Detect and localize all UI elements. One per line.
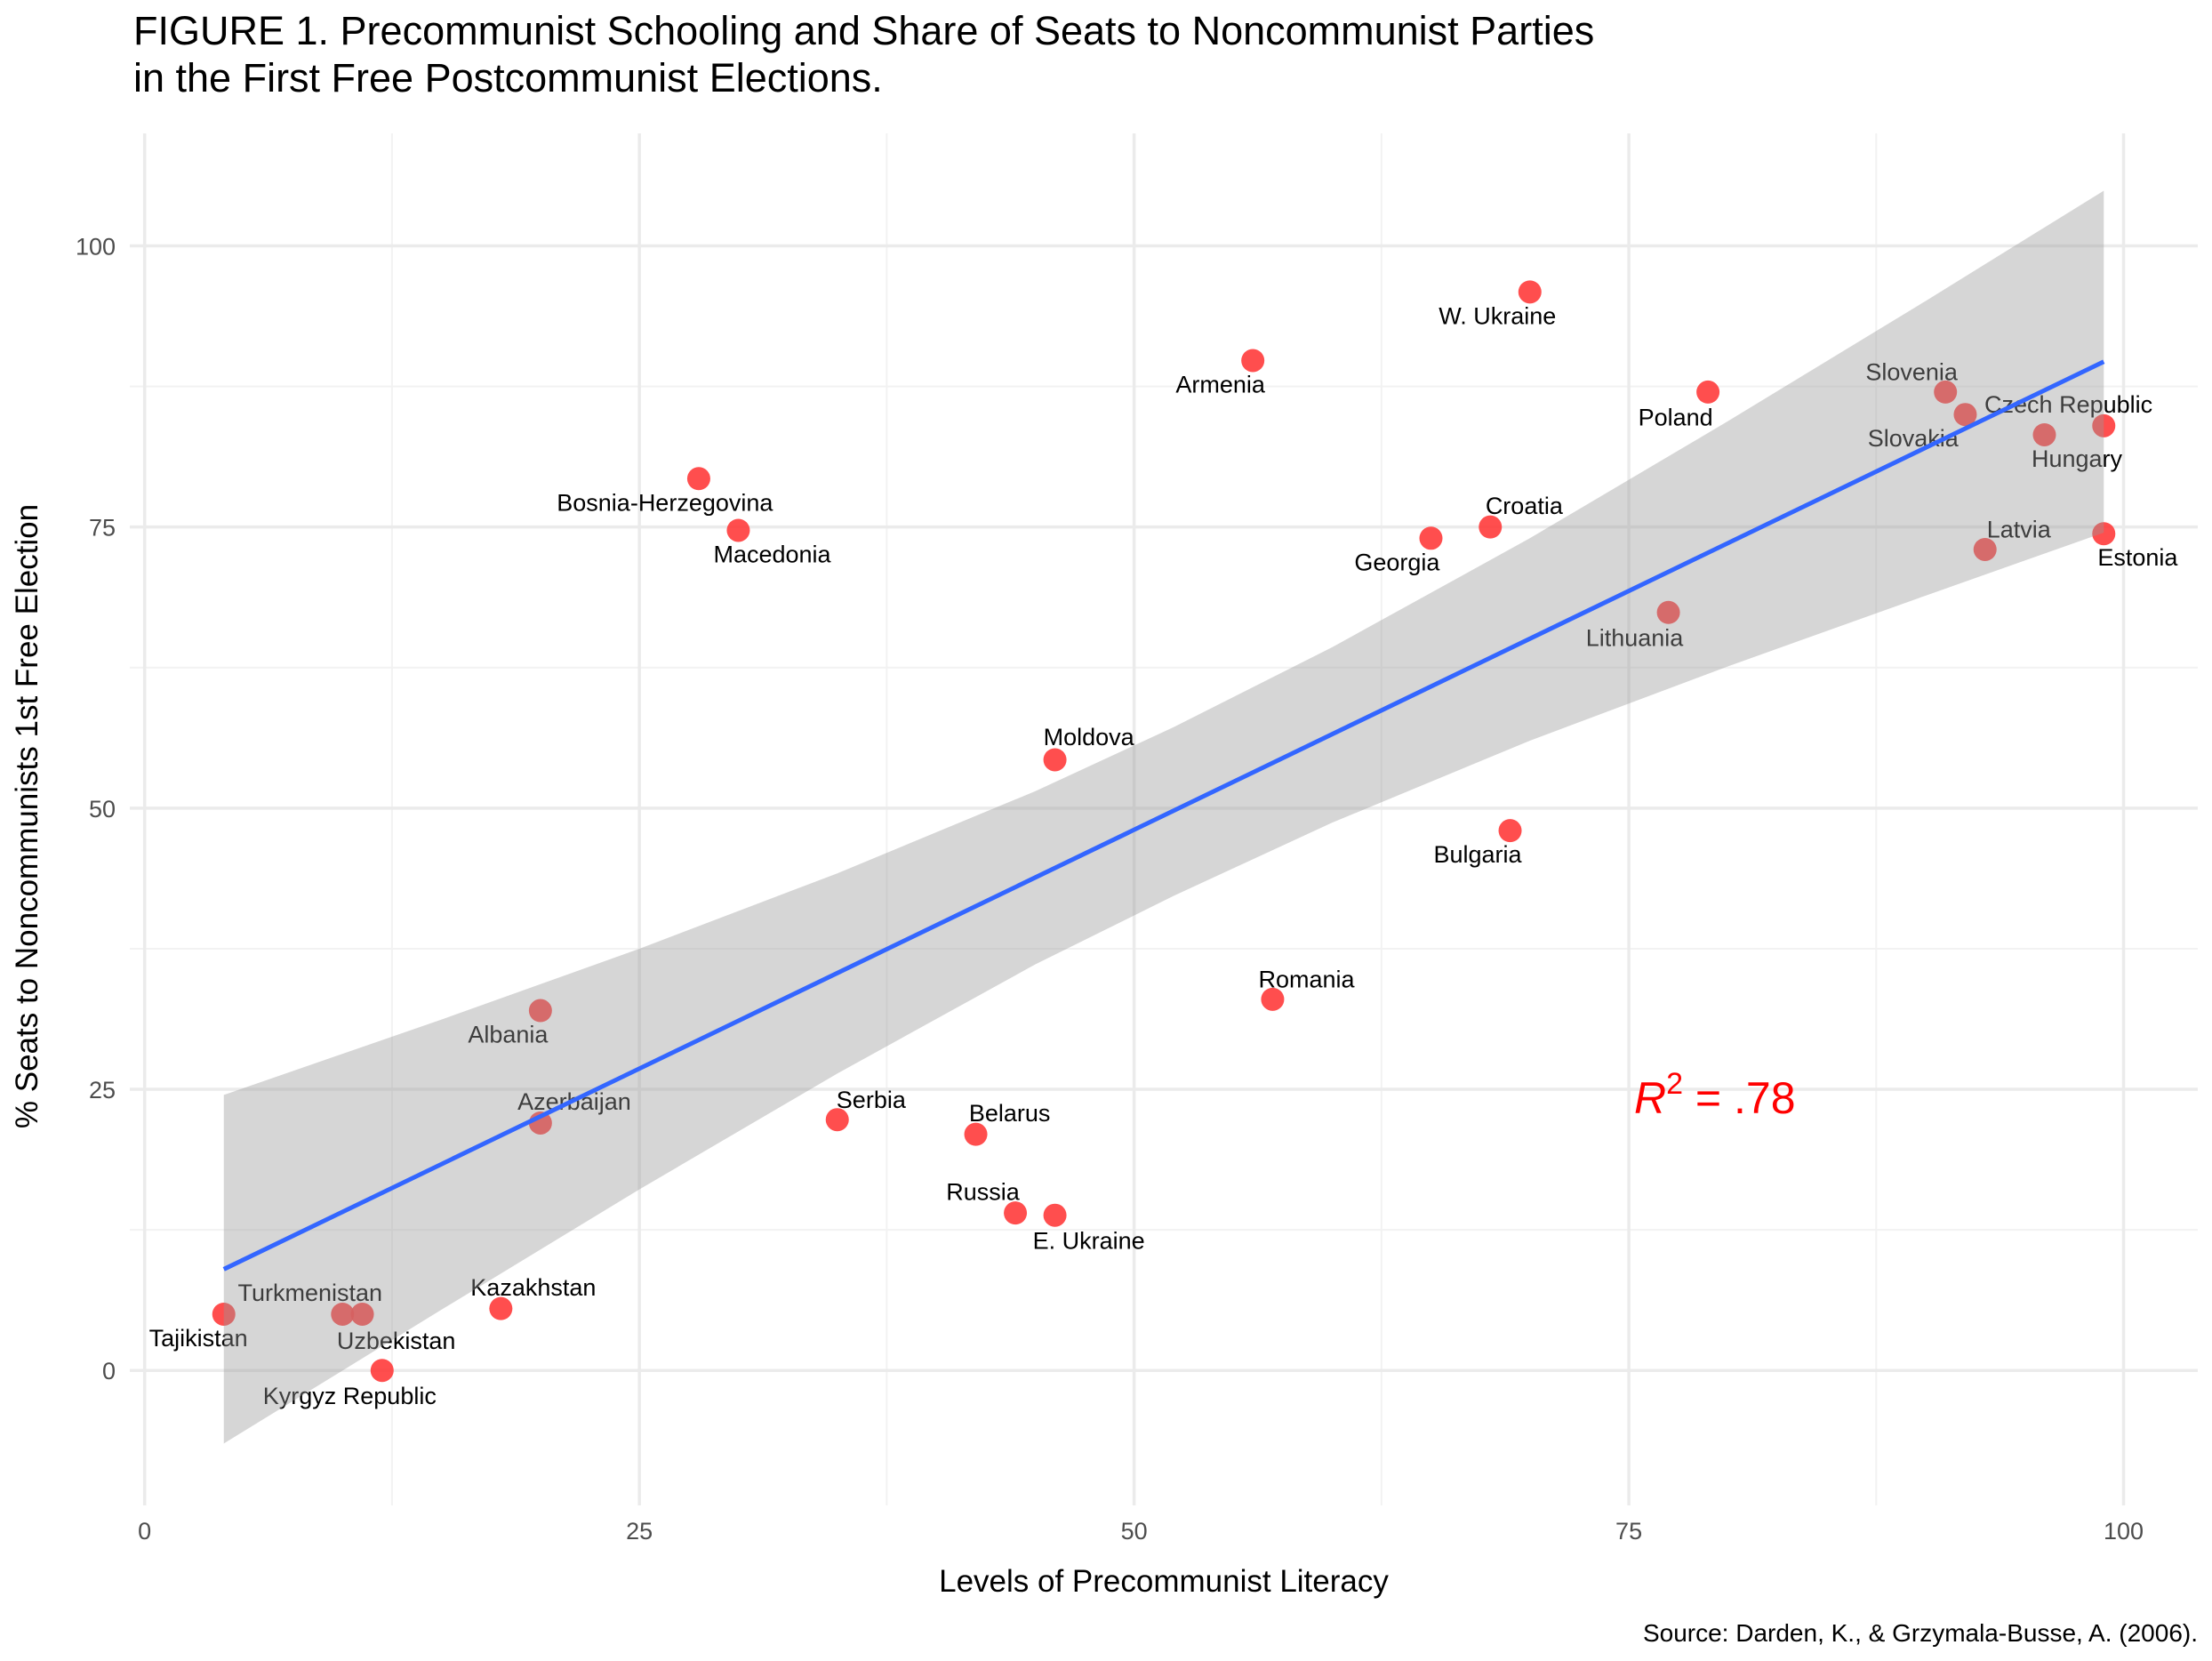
data-point bbox=[1043, 748, 1067, 772]
x-tick-label: 100 bbox=[2104, 1518, 2144, 1545]
chart-title: FIGURE 1. Precommunist Schooling and Sha… bbox=[133, 8, 1594, 53]
point-label: Moldova bbox=[1044, 724, 1135, 750]
point-label: W. Ukraine bbox=[1439, 302, 1556, 329]
data-point bbox=[1043, 1203, 1067, 1227]
data-point bbox=[686, 467, 710, 491]
point-label: Estonia bbox=[2097, 544, 2178, 571]
point-label: Poland bbox=[1639, 404, 1713, 430]
r-squared-value: = .78 bbox=[1683, 1073, 1796, 1123]
data-point bbox=[212, 1302, 236, 1326]
r-squared-base: R bbox=[1634, 1073, 1666, 1123]
point-label: Armenia bbox=[1175, 371, 1266, 397]
data-point bbox=[350, 1302, 374, 1326]
regression-line bbox=[222, 359, 2105, 1272]
data-point bbox=[1004, 1201, 1028, 1225]
r-squared-annotation: R2 = .78 bbox=[1634, 1067, 1796, 1123]
point-label: Kyrgyz Republic bbox=[263, 1383, 437, 1409]
point-label: Belarus bbox=[969, 1100, 1051, 1127]
data-point bbox=[1973, 537, 1997, 561]
y-tick-label: 100 bbox=[76, 233, 116, 260]
point-label: Albania bbox=[468, 1021, 549, 1047]
chart-title-line2: in the First Free Postcommunist Election… bbox=[133, 55, 883, 100]
data-point bbox=[964, 1122, 988, 1146]
x-tick-label: 50 bbox=[1121, 1518, 1148, 1545]
point-label: Russia bbox=[946, 1178, 1021, 1205]
data-point bbox=[1261, 987, 1285, 1011]
x-tick-label: 75 bbox=[1615, 1518, 1642, 1545]
data-point bbox=[1419, 526, 1443, 550]
data-point bbox=[1241, 349, 1265, 373]
point-label: Georgia bbox=[1354, 549, 1440, 575]
data-point bbox=[1934, 380, 1958, 404]
data-point bbox=[1696, 380, 1720, 404]
y-tick-label: 50 bbox=[89, 796, 116, 822]
y-axis-title: % Seats to Noncommunists 1st Free Electi… bbox=[10, 504, 44, 1128]
point-label: Croatia bbox=[1486, 493, 1564, 519]
x-tick-label: 25 bbox=[626, 1518, 653, 1545]
y-tick-label: 25 bbox=[89, 1077, 116, 1103]
point-label: Kazakhstan bbox=[470, 1274, 596, 1301]
point-label: Serbia bbox=[837, 1087, 907, 1113]
data-point bbox=[825, 1108, 849, 1132]
point-label: Bosnia-Herzegovina bbox=[557, 489, 773, 516]
point-label: Turkmenistan bbox=[237, 1280, 382, 1306]
axis-ticks: 0 25 50 75 100 0 25 50 75 100 bbox=[76, 233, 2144, 1545]
data-point bbox=[726, 518, 750, 542]
data-point bbox=[489, 1296, 513, 1320]
point-label: Tajikistan bbox=[149, 1325, 248, 1352]
data-point bbox=[1656, 600, 1680, 624]
point-labels-layer: Tajikistan Turkmenistan Uzbekistan Kyrgyz R… bbox=[149, 302, 2179, 1408]
point-label: Lithuania bbox=[1586, 624, 1685, 651]
y-tick-label: 75 bbox=[89, 515, 116, 542]
point-label: E. Ukraine bbox=[1033, 1227, 1145, 1254]
x-tick-label: 0 bbox=[138, 1518, 151, 1545]
point-label: Macedonia bbox=[713, 541, 831, 567]
y-tick-label: 0 bbox=[102, 1358, 116, 1384]
data-point bbox=[1498, 819, 1522, 843]
point-label: Slovenia bbox=[1865, 359, 1959, 386]
data-point bbox=[1518, 280, 1542, 304]
point-label: Uzbekistan bbox=[337, 1328, 456, 1354]
r-squared-sup: 2 bbox=[1666, 1067, 1683, 1101]
data-point bbox=[2032, 422, 2056, 446]
point-label: Romania bbox=[1258, 967, 1355, 993]
x-axis-title: Levels of Precommunist Literacy bbox=[939, 1564, 1389, 1599]
points-layer bbox=[212, 280, 2116, 1383]
data-point bbox=[370, 1359, 394, 1383]
data-point bbox=[2092, 522, 2116, 546]
data-point bbox=[331, 1302, 355, 1326]
point-label: Hungary bbox=[2032, 445, 2123, 472]
data-point bbox=[2092, 413, 2116, 437]
data-point bbox=[1479, 515, 1503, 539]
gridlines bbox=[130, 133, 2198, 1505]
data-point bbox=[528, 999, 552, 1023]
data-point bbox=[1953, 403, 1977, 427]
point-label: Latvia bbox=[1987, 517, 2052, 543]
point-label: Bulgaria bbox=[1433, 841, 1522, 868]
source-note: Source: Darden, K., & Grzymala-Busse, A.… bbox=[1643, 1619, 2198, 1647]
